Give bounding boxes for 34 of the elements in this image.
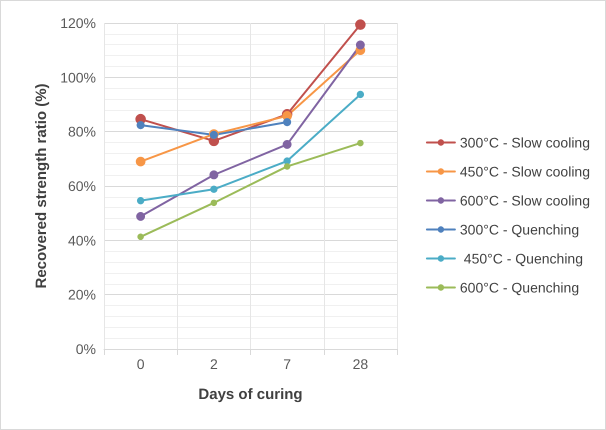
point	[355, 19, 366, 30]
x-axis-title: Days of curing	[198, 386, 303, 403]
legend-label: 600°C - Quenching	[460, 280, 580, 296]
point	[136, 121, 145, 130]
point	[210, 200, 218, 206]
point	[357, 140, 364, 146]
legend-label: 450°C - Slow cooling	[460, 164, 590, 180]
legend-label: 300°C - Quenching	[460, 222, 580, 238]
point	[136, 212, 146, 221]
legend-label: 300°C - Slow cooling	[460, 134, 590, 150]
y-tick-label: 20%	[68, 286, 96, 303]
point	[283, 118, 292, 126]
x-tick-label: 7	[283, 356, 292, 372]
y-tick-label: 0%	[76, 341, 96, 357]
y-tick-label: 40%	[68, 232, 96, 248]
point	[210, 186, 218, 193]
point	[356, 90, 364, 98]
point	[282, 140, 292, 149]
y-tick-label: 100%	[60, 69, 96, 86]
point	[137, 234, 144, 240]
y-axis-title: Recovered strength ratio (%)	[33, 83, 50, 289]
legend-label: 600°C - Slow cooling	[460, 192, 590, 208]
point	[136, 197, 144, 204]
point	[136, 156, 146, 166]
y-tick-label: 60%	[68, 178, 96, 194]
y-tick-label: 120%	[60, 15, 96, 31]
point	[209, 170, 218, 180]
x-tick-label: 2	[210, 356, 218, 372]
point	[284, 163, 290, 170]
y-tick-label: 80%	[68, 124, 96, 140]
x-tick-label: 0	[136, 356, 145, 372]
legend-label: 450°C - Quenching	[460, 250, 584, 266]
point	[356, 40, 365, 50]
x-tick-label: 28	[352, 356, 368, 372]
